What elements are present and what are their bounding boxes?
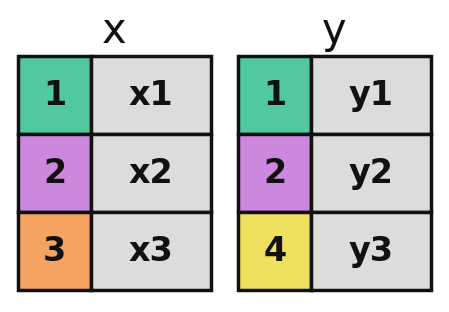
Text: 3: 3 bbox=[43, 235, 66, 268]
Bar bbox=[238, 56, 311, 134]
Text: 4: 4 bbox=[263, 235, 286, 268]
Text: y: y bbox=[322, 10, 347, 52]
Text: y3: y3 bbox=[349, 235, 394, 268]
Text: y1: y1 bbox=[349, 79, 394, 112]
Bar bbox=[91, 56, 211, 134]
Bar bbox=[18, 134, 91, 212]
Bar bbox=[91, 134, 211, 212]
Text: 2: 2 bbox=[43, 157, 66, 190]
Text: 1: 1 bbox=[263, 79, 286, 112]
Bar bbox=[311, 56, 431, 134]
Bar bbox=[311, 134, 431, 212]
Bar bbox=[18, 212, 91, 290]
Text: 2: 2 bbox=[263, 157, 286, 190]
Text: x: x bbox=[102, 10, 127, 52]
Bar bbox=[91, 212, 211, 290]
Bar bbox=[238, 134, 311, 212]
Bar bbox=[311, 212, 431, 290]
Bar bbox=[238, 212, 311, 290]
Text: x1: x1 bbox=[129, 79, 173, 112]
Bar bbox=[18, 56, 91, 134]
Text: 1: 1 bbox=[43, 79, 66, 112]
Text: x2: x2 bbox=[129, 157, 173, 190]
Text: y2: y2 bbox=[349, 157, 394, 190]
Text: x3: x3 bbox=[129, 235, 174, 268]
